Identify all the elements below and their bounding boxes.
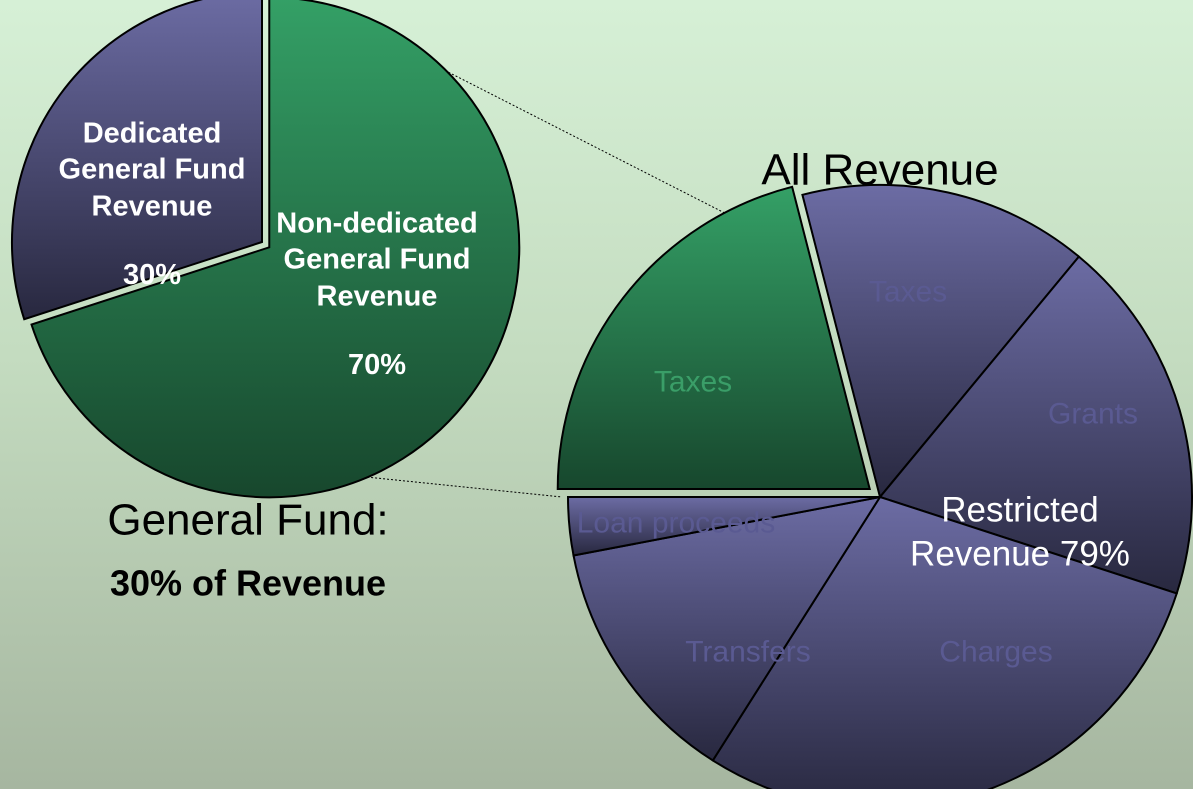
pie-slice: [711, 495, 1178, 789]
chart-title: General Fund:: [107, 495, 389, 545]
slice-label: Taxes: [868, 275, 948, 309]
chart-subtitle: 30% of Revenue: [109, 562, 387, 604]
pie-slice: [801, 184, 1081, 500]
connector-line: [394, 44, 763, 233]
slice-label: Dedicated General Fund Revenue: [58, 117, 246, 223]
slice-label: Loan proceeds: [576, 506, 776, 540]
slice-label: Transfers: [685, 635, 811, 669]
pie-slice: [572, 495, 883, 762]
pie-slice: [566, 496, 881, 557]
pie-slice: [878, 255, 1193, 595]
chart-title: All Revenue: [761, 145, 999, 195]
pie-slice: [11, 0, 263, 321]
annotation: Restricted Revenue 79%: [910, 490, 1130, 573]
slice-label: Taxes: [653, 365, 733, 399]
slice-label: Charges: [939, 635, 1053, 669]
slice-value-label: 70%: [347, 348, 407, 381]
slice-label: Grants: [1047, 397, 1139, 431]
slice-label: Non-dedicated General Fund Revenue: [276, 207, 478, 313]
pie-slice: [556, 185, 872, 491]
slice-value-label: 30%: [122, 258, 182, 291]
pie-slice: [30, 0, 521, 499]
